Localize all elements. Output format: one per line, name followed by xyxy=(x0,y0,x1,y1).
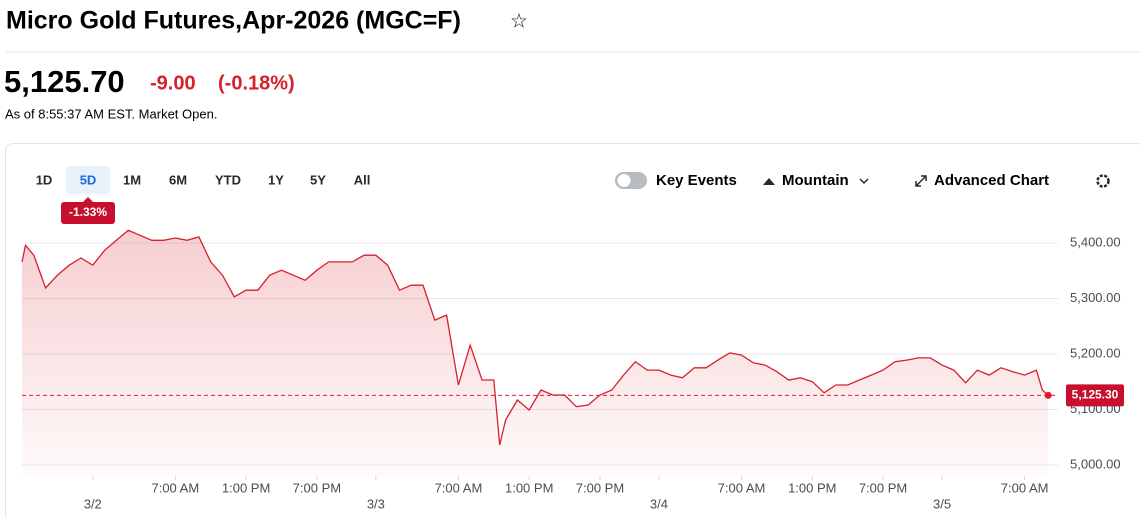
range-change-badge xyxy=(61,202,115,224)
range-tab[interactable]: 6M xyxy=(169,172,187,187)
range-tab[interactable]: 5Y xyxy=(310,172,326,187)
range-tab[interactable]: 1M xyxy=(123,172,141,187)
change-percent: (-0.18%) xyxy=(218,72,295,94)
x-tick-label: 3/5 xyxy=(933,496,951,511)
watchlist-star[interactable]: ☆ xyxy=(510,10,528,32)
mountain-icon xyxy=(763,178,775,185)
x-tick-label: 1:00 PM xyxy=(505,480,553,495)
x-tick-label: 7:00 PM xyxy=(576,480,624,495)
x-tick-label: 3/2 xyxy=(84,496,102,511)
y-tick-label: 5,200.00 xyxy=(1070,345,1121,360)
timestamp: As of 8:55:37 AM EST. Market Open. xyxy=(5,106,217,121)
active-tab-bg xyxy=(66,166,110,194)
y-tick-label: 5,000.00 xyxy=(1070,456,1121,471)
x-tick-label: 1:00 PM xyxy=(788,480,836,495)
x-tick-label: 3/4 xyxy=(650,496,668,511)
y-tick-label: 5,300.00 xyxy=(1070,290,1121,305)
expand-icon xyxy=(915,175,927,187)
settings-icon[interactable] xyxy=(1096,174,1110,188)
range-change: -1.33% xyxy=(69,205,107,219)
x-tick-label: 7:00 AM xyxy=(1001,480,1049,495)
range-tab[interactable]: 5D xyxy=(80,172,97,187)
x-tick-label: 7:00 PM xyxy=(859,480,907,495)
price: 5,125.70 xyxy=(4,64,125,99)
last-point xyxy=(1044,391,1052,399)
chevron xyxy=(859,178,869,184)
range-tab[interactable]: All xyxy=(354,172,371,187)
x-tick-label: 3/3 xyxy=(367,496,385,511)
x-tick-label: 1:00 PM xyxy=(222,480,270,495)
current-price-badge xyxy=(1066,384,1124,407)
range-tab[interactable]: 1D xyxy=(36,172,53,187)
range-tab[interactable]: YTD xyxy=(215,172,241,187)
x-tick-label: 7:00 PM xyxy=(293,480,341,495)
x-tick-label: 7:00 AM xyxy=(718,480,766,495)
title: Micro Gold Futures,Apr-2026 (MGC=F) xyxy=(6,7,461,35)
price-line xyxy=(21,229,1049,446)
chart-style[interactable]: Mountain xyxy=(782,172,849,189)
range-tab[interactable]: 1Y xyxy=(268,172,284,187)
current-price-label: 5,125.30 xyxy=(1072,388,1119,402)
x-tick-label: 7:00 AM xyxy=(435,480,483,495)
y-tick-label: 5,400.00 xyxy=(1070,234,1121,249)
x-tick-label: 7:00 AM xyxy=(151,480,199,495)
badge-pointer xyxy=(83,197,93,202)
change: -9.00 xyxy=(150,72,196,94)
advanced-chart[interactable]: Advanced Chart xyxy=(934,172,1049,189)
toggle-knob xyxy=(617,174,631,187)
area xyxy=(22,230,1049,476)
key-events[interactable]: Key Events xyxy=(656,172,737,189)
